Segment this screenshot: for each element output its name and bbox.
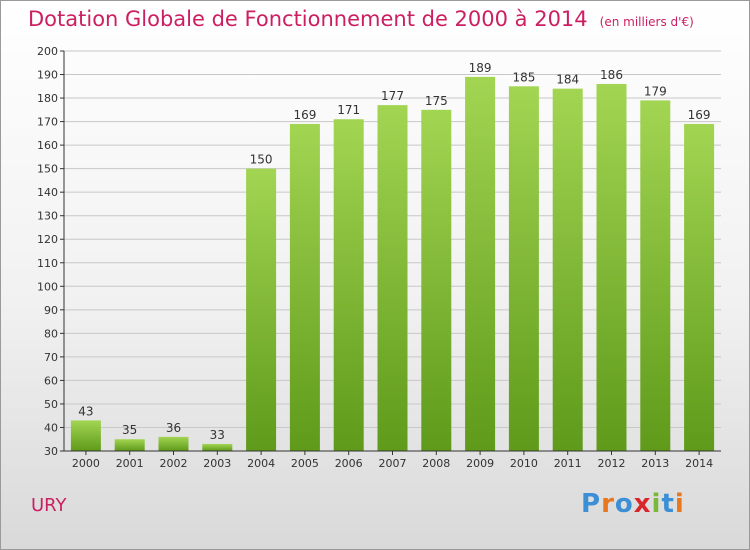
logo-letter: i [674, 489, 685, 519]
x-tick-label: 2004 [247, 457, 275, 470]
y-tick-label: 180 [37, 92, 58, 105]
x-tick-label: 2002 [160, 457, 188, 470]
bar [202, 443, 233, 451]
unit-note: (en milliers d'€) [599, 15, 694, 29]
y-tick-label: 140 [37, 186, 58, 199]
bar [640, 100, 671, 451]
logo-letter: i [651, 489, 662, 519]
chart-title-block: Dotation Globale de Fonctionnement de 20… [28, 7, 694, 31]
y-tick-label: 40 [44, 421, 58, 434]
x-tick-label: 2008 [422, 457, 450, 470]
bar [158, 436, 189, 451]
y-tick-label: 150 [37, 163, 58, 176]
bar-value-label: 169 [688, 108, 711, 122]
bar-value-label: 35 [122, 423, 137, 437]
y-tick-label: 190 [37, 69, 58, 82]
bar [246, 168, 277, 451]
logo-letter: o [614, 489, 634, 519]
x-tick-label: 2003 [203, 457, 231, 470]
bar [377, 105, 408, 451]
bar-value-label: 43 [78, 404, 93, 418]
bar-value-label: 171 [337, 103, 360, 117]
bar [596, 83, 627, 452]
x-tick-label: 2007 [379, 457, 407, 470]
x-tick-label: 2010 [510, 457, 538, 470]
bar-value-label: 177 [381, 89, 404, 103]
bar-value-label: 179 [644, 84, 667, 98]
y-tick-label: 30 [44, 445, 58, 458]
bar [333, 119, 364, 451]
y-tick-label: 130 [37, 210, 58, 223]
bar-value-label: 150 [250, 153, 273, 167]
axes [60, 50, 721, 455]
y-tick-label: 200 [37, 45, 58, 58]
x-tick-label: 2011 [554, 457, 582, 470]
y-tick-label: 110 [37, 257, 58, 270]
y-tick-label: 80 [44, 327, 58, 340]
y-tick-label: 160 [37, 139, 58, 152]
y-tick-label: 50 [44, 398, 58, 411]
bar [508, 86, 539, 451]
logo-letter: r [601, 489, 615, 519]
bar-value-label: 175 [425, 94, 448, 108]
y-tick-label: 70 [44, 351, 58, 364]
chart-title: Dotation Globale de Fonctionnement de 20… [28, 7, 588, 31]
bar-value-label: 189 [469, 61, 492, 75]
bar [114, 439, 145, 451]
bar [552, 88, 583, 451]
y-tick-label: 120 [37, 233, 58, 246]
x-tick-label: 2009 [466, 457, 494, 470]
y-tick-label: 90 [44, 304, 58, 317]
y-tick-label: 100 [37, 280, 58, 293]
x-tick-label: 2005 [291, 457, 319, 470]
bar [465, 76, 496, 451]
bar-value-label: 169 [293, 108, 316, 122]
commune-name: URY [31, 495, 67, 516]
x-tick-label: 2013 [641, 457, 669, 470]
logo-letter: t [661, 489, 675, 519]
bars [70, 76, 715, 452]
bar-value-label: 33 [210, 428, 225, 442]
logo-letter: P [581, 489, 602, 519]
bar-value-label: 184 [556, 73, 579, 87]
logo-letter: x [633, 489, 652, 519]
x-tick-label: 2001 [116, 457, 144, 470]
bar-value-label: 186 [600, 68, 623, 82]
x-tick-label: 2014 [685, 457, 713, 470]
bar [421, 109, 452, 451]
x-tick-label: 2006 [335, 457, 363, 470]
bar [70, 420, 101, 451]
y-tick-label: 60 [44, 374, 58, 387]
bar-value-label: 185 [512, 70, 535, 84]
bar [289, 123, 320, 452]
y-tick-label: 170 [37, 116, 58, 129]
proxiti-logo: Proxiti [581, 489, 685, 519]
labels: 30 40 50 60 70 80 90 100 110 120 130 140 150 160 170 18… [37, 45, 713, 470]
x-tick-label: 2000 [72, 457, 100, 470]
bar [684, 123, 715, 452]
bar-value-label: 36 [166, 421, 181, 435]
x-tick-label: 2012 [598, 457, 626, 470]
